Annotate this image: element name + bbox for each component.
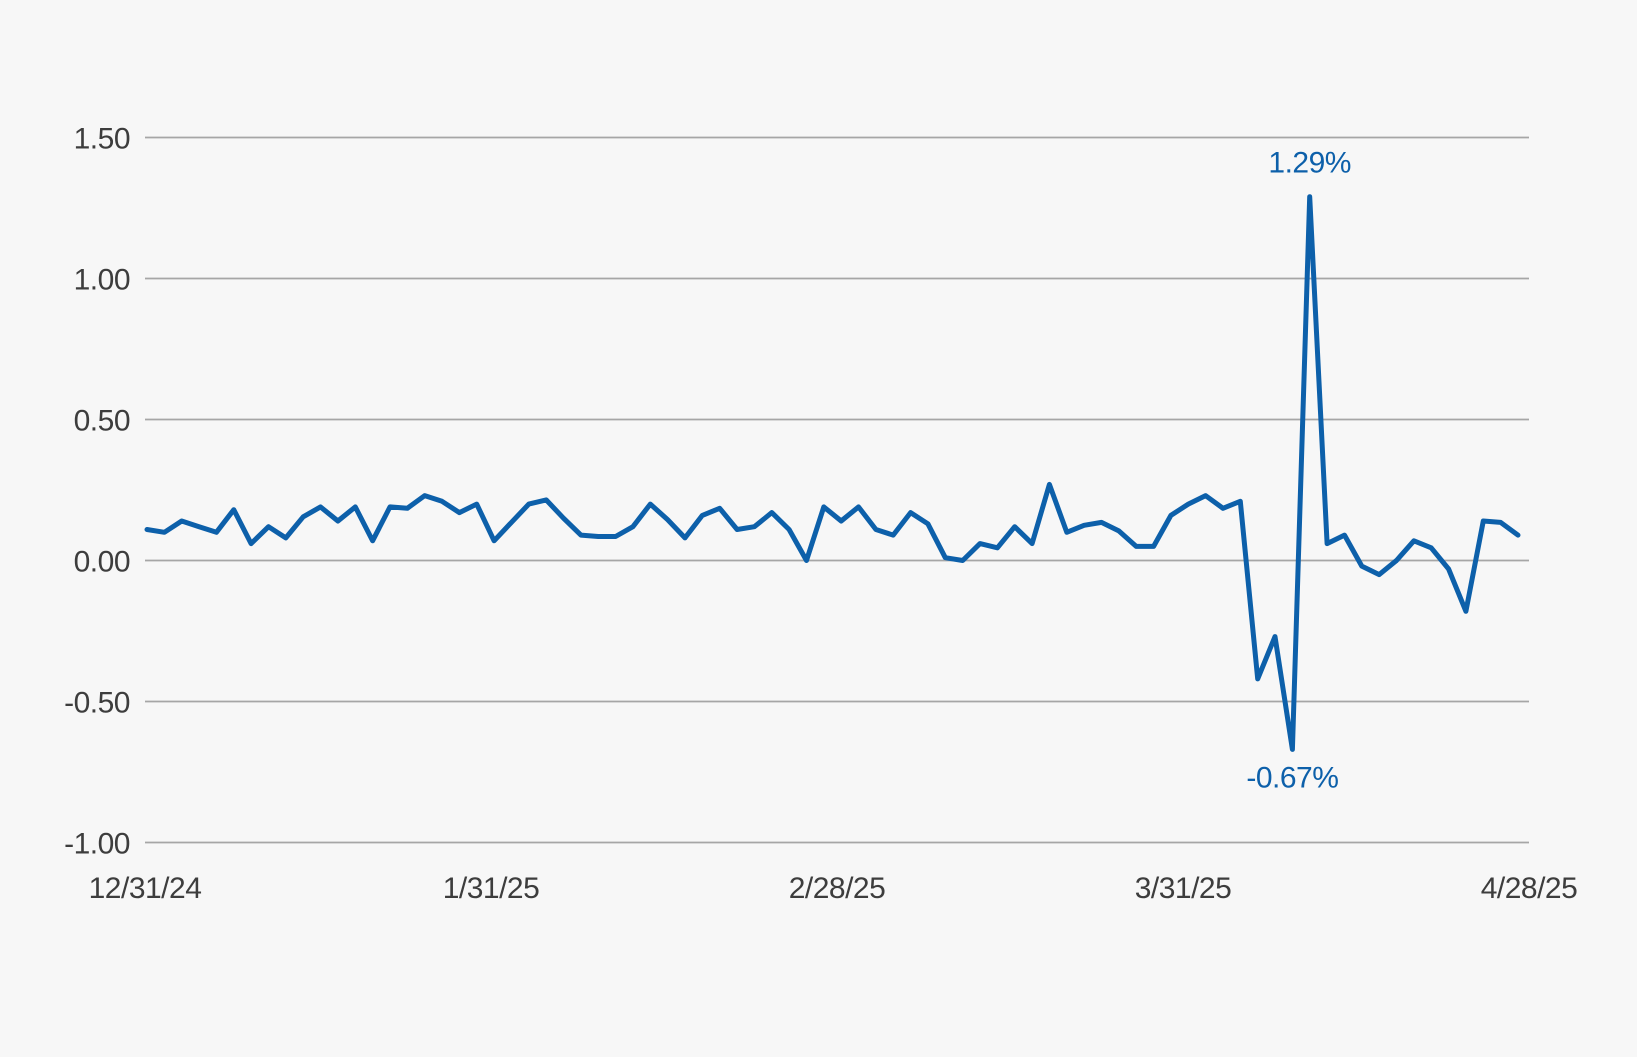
max-value-annotation: 1.29% [1268,147,1351,180]
x-tick-label: 12/31/24 [89,872,202,905]
x-tick-label: 3/31/25 [1135,872,1232,905]
y-tick-label: -0.50 [64,687,130,720]
x-tick-label: 1/31/25 [443,872,540,905]
gridlines [145,136,1529,844]
x-axis-tick-labels: 12/31/24 1/31/25 2/28/25 3/31/25 4/28/25 [89,872,1578,905]
y-tick-label: 1.50 [74,123,130,156]
series-line [144,194,1521,752]
y-tick-label: 0.00 [74,546,130,579]
x-tick-label: 2/28/25 [789,872,886,905]
y-tick-label: 1.00 [74,264,130,297]
y-tick-label: 0.50 [74,405,130,438]
y-axis-tick-labels: 1.50 1.00 0.50 0.00 -0.50 -1.00 [64,123,130,861]
min-value-annotation: -0.67% [1246,761,1338,794]
y-tick-label: -1.00 [64,828,130,861]
x-tick-label: 4/28/25 [1481,872,1578,905]
